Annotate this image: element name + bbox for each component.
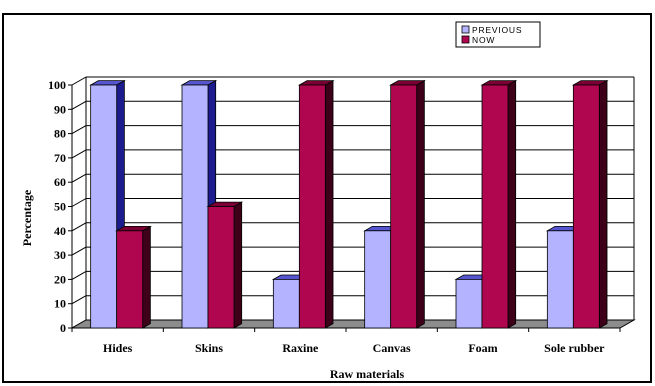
bar-front xyxy=(207,206,235,329)
x-tick-label: Hides xyxy=(103,341,133,355)
gridline-side xyxy=(71,173,87,183)
y-tick-label: 30 xyxy=(54,248,66,262)
bar-front xyxy=(390,84,418,329)
bar-side xyxy=(324,79,334,329)
x-tick-label: Raxine xyxy=(282,341,319,355)
bar-front xyxy=(116,230,144,329)
y-tick-label: 60 xyxy=(54,175,66,189)
gridline-side xyxy=(71,125,87,135)
y-tick-label: 90 xyxy=(54,102,66,116)
bar-front xyxy=(298,84,326,329)
y-tick-label: 40 xyxy=(54,224,66,238)
bar-front xyxy=(181,84,209,329)
legend-swatch xyxy=(461,35,470,44)
bar-front xyxy=(481,84,509,329)
bar-now xyxy=(389,79,426,329)
y-tick-label: 80 xyxy=(54,127,66,141)
bar-side xyxy=(507,79,517,329)
bar-now xyxy=(115,225,152,329)
x-tick-label: Skins xyxy=(195,341,223,355)
bar-front xyxy=(546,230,574,329)
bar-side xyxy=(416,79,425,329)
plot-area: 0 10 20 30 40 50 60 70 80 90 100 Hides Skins Raxine Ca… xyxy=(48,76,636,355)
legend-label: PREVIOUS xyxy=(472,25,522,35)
y-tick-label: 10 xyxy=(54,297,66,311)
x-axis-title: Raw materials xyxy=(330,367,405,381)
bar-side xyxy=(233,201,243,329)
x-tick-label: Canvas xyxy=(373,341,411,355)
bar-side xyxy=(598,79,608,329)
gridline-side xyxy=(71,198,87,207)
bar-now xyxy=(480,79,518,329)
y-axis-title: Percentage xyxy=(20,189,34,246)
bar-front xyxy=(572,84,600,329)
y-tick-label: 100 xyxy=(48,78,66,92)
x-tick-label: Foam xyxy=(468,341,497,355)
bar-front xyxy=(272,278,300,329)
gridline-side xyxy=(71,270,87,280)
bar-front xyxy=(90,84,118,329)
gridline-side xyxy=(71,100,87,110)
bar-now xyxy=(297,79,335,329)
bar-side xyxy=(142,225,151,329)
legend-swatch xyxy=(461,25,470,34)
y-tick-label: 20 xyxy=(54,272,66,286)
bar-front xyxy=(455,278,483,329)
y-tick-label: 50 xyxy=(54,200,66,214)
gridline-side xyxy=(71,76,87,86)
y-tick-label: 70 xyxy=(54,151,66,165)
gridline-side xyxy=(71,222,87,232)
gridline-side xyxy=(71,246,87,256)
x-tick-label: Sole rubber xyxy=(544,341,605,355)
legend-box xyxy=(455,21,541,48)
y-tick-label: 0 xyxy=(60,321,66,335)
legend-label: NOW xyxy=(472,35,495,45)
gridline-side xyxy=(71,149,87,159)
bar-front xyxy=(364,230,392,329)
bar-now xyxy=(206,201,244,329)
bar-now xyxy=(571,79,609,329)
gridline-side xyxy=(71,295,87,305)
